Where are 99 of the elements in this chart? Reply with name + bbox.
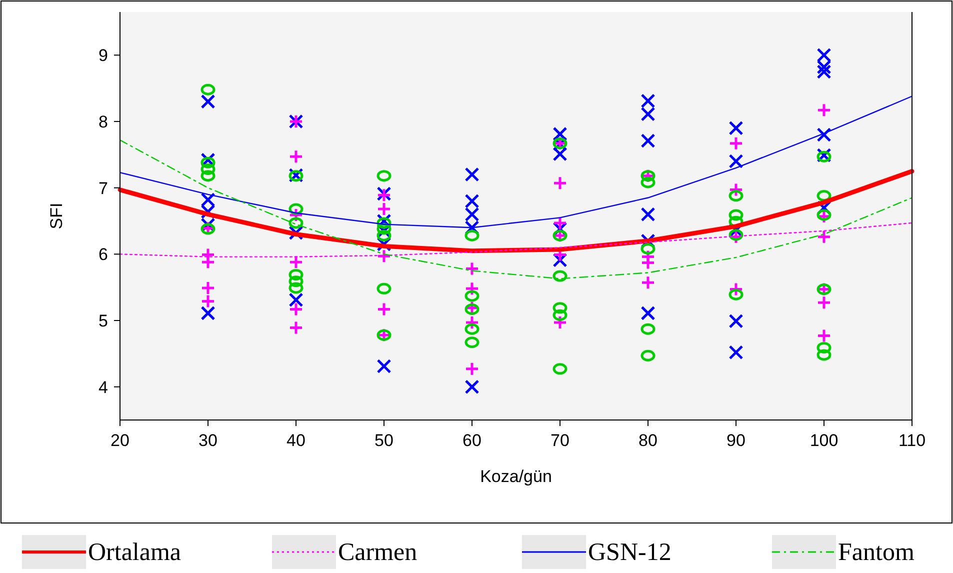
point xyxy=(816,230,832,244)
x-tick-label: 70 xyxy=(550,431,570,450)
point xyxy=(464,194,480,208)
point xyxy=(640,306,656,320)
point xyxy=(552,216,568,230)
point xyxy=(200,84,216,96)
x-tick-label: 60 xyxy=(462,431,482,450)
point xyxy=(464,207,480,222)
y-tick-label: 9 xyxy=(98,46,108,66)
x-tick-label: 100 xyxy=(810,431,838,450)
point xyxy=(640,207,656,222)
point xyxy=(288,217,304,229)
point xyxy=(288,268,304,280)
point xyxy=(816,48,832,62)
point xyxy=(376,170,392,182)
point xyxy=(288,149,304,164)
point xyxy=(816,328,832,343)
y-tick-label: 8 xyxy=(98,112,108,132)
point xyxy=(200,163,216,175)
point xyxy=(464,230,480,242)
legend-label: Fantom xyxy=(838,539,915,566)
point xyxy=(464,362,480,376)
point xyxy=(640,176,656,188)
point xyxy=(640,350,656,362)
point xyxy=(728,182,744,198)
legend-label: GSN-12 xyxy=(588,539,672,566)
point xyxy=(728,136,744,151)
point xyxy=(464,281,480,296)
point xyxy=(552,302,568,314)
point xyxy=(288,320,304,336)
point xyxy=(640,323,656,335)
y-tick-label: 5 xyxy=(98,311,108,330)
x-tick-label: 30 xyxy=(198,431,218,450)
point xyxy=(376,359,392,374)
point xyxy=(288,282,304,294)
point xyxy=(376,302,392,316)
point xyxy=(552,176,568,190)
point xyxy=(464,380,480,394)
point xyxy=(200,306,216,320)
point xyxy=(728,209,744,221)
point xyxy=(640,94,656,108)
y-tick-label: 7 xyxy=(98,178,108,198)
point xyxy=(200,192,216,207)
point xyxy=(552,270,568,282)
y-tick-label: 4 xyxy=(98,378,108,397)
y-axis-title: SFI xyxy=(47,202,66,230)
point xyxy=(552,146,568,162)
point xyxy=(464,315,480,330)
point xyxy=(376,217,392,229)
point xyxy=(464,167,480,182)
x-axis-title: Koza/gün xyxy=(480,467,552,486)
point xyxy=(640,275,656,290)
point xyxy=(552,309,568,321)
point xyxy=(816,209,832,221)
point xyxy=(552,363,568,375)
point xyxy=(200,156,216,168)
point xyxy=(376,282,392,294)
point xyxy=(464,261,480,276)
point xyxy=(728,190,744,202)
point xyxy=(464,290,480,302)
x-tick-label: 50 xyxy=(374,431,394,450)
point xyxy=(816,127,832,142)
point xyxy=(200,170,216,182)
point xyxy=(640,243,656,255)
point xyxy=(200,294,216,308)
point xyxy=(816,342,832,354)
point xyxy=(640,133,656,148)
point xyxy=(728,154,744,169)
point xyxy=(816,295,832,310)
point xyxy=(816,64,832,79)
point xyxy=(288,302,304,316)
x-tick-label: 40 xyxy=(286,431,306,450)
point xyxy=(728,314,744,328)
point xyxy=(816,349,832,361)
point xyxy=(640,106,656,122)
x-tick-label: 90 xyxy=(726,431,746,450)
legend-label: Carmen xyxy=(338,539,418,566)
point xyxy=(816,102,832,118)
point xyxy=(200,280,216,296)
point xyxy=(376,230,392,242)
point xyxy=(728,345,744,360)
x-tick-label: 110 xyxy=(898,431,926,450)
x-tick-label: 80 xyxy=(638,431,658,450)
line-series xyxy=(118,168,914,254)
point xyxy=(376,202,392,216)
x-tick-label: 20 xyxy=(110,431,130,450)
point xyxy=(288,254,304,270)
point xyxy=(288,276,304,288)
point xyxy=(728,120,744,136)
point xyxy=(728,229,744,241)
point xyxy=(200,94,216,109)
legend-label: Ortalama xyxy=(88,539,182,566)
point xyxy=(464,336,480,348)
point xyxy=(288,292,304,308)
point xyxy=(200,254,216,270)
point xyxy=(728,288,744,300)
y-tick-label: 6 xyxy=(98,245,108,264)
point xyxy=(464,323,480,335)
point xyxy=(816,60,832,74)
